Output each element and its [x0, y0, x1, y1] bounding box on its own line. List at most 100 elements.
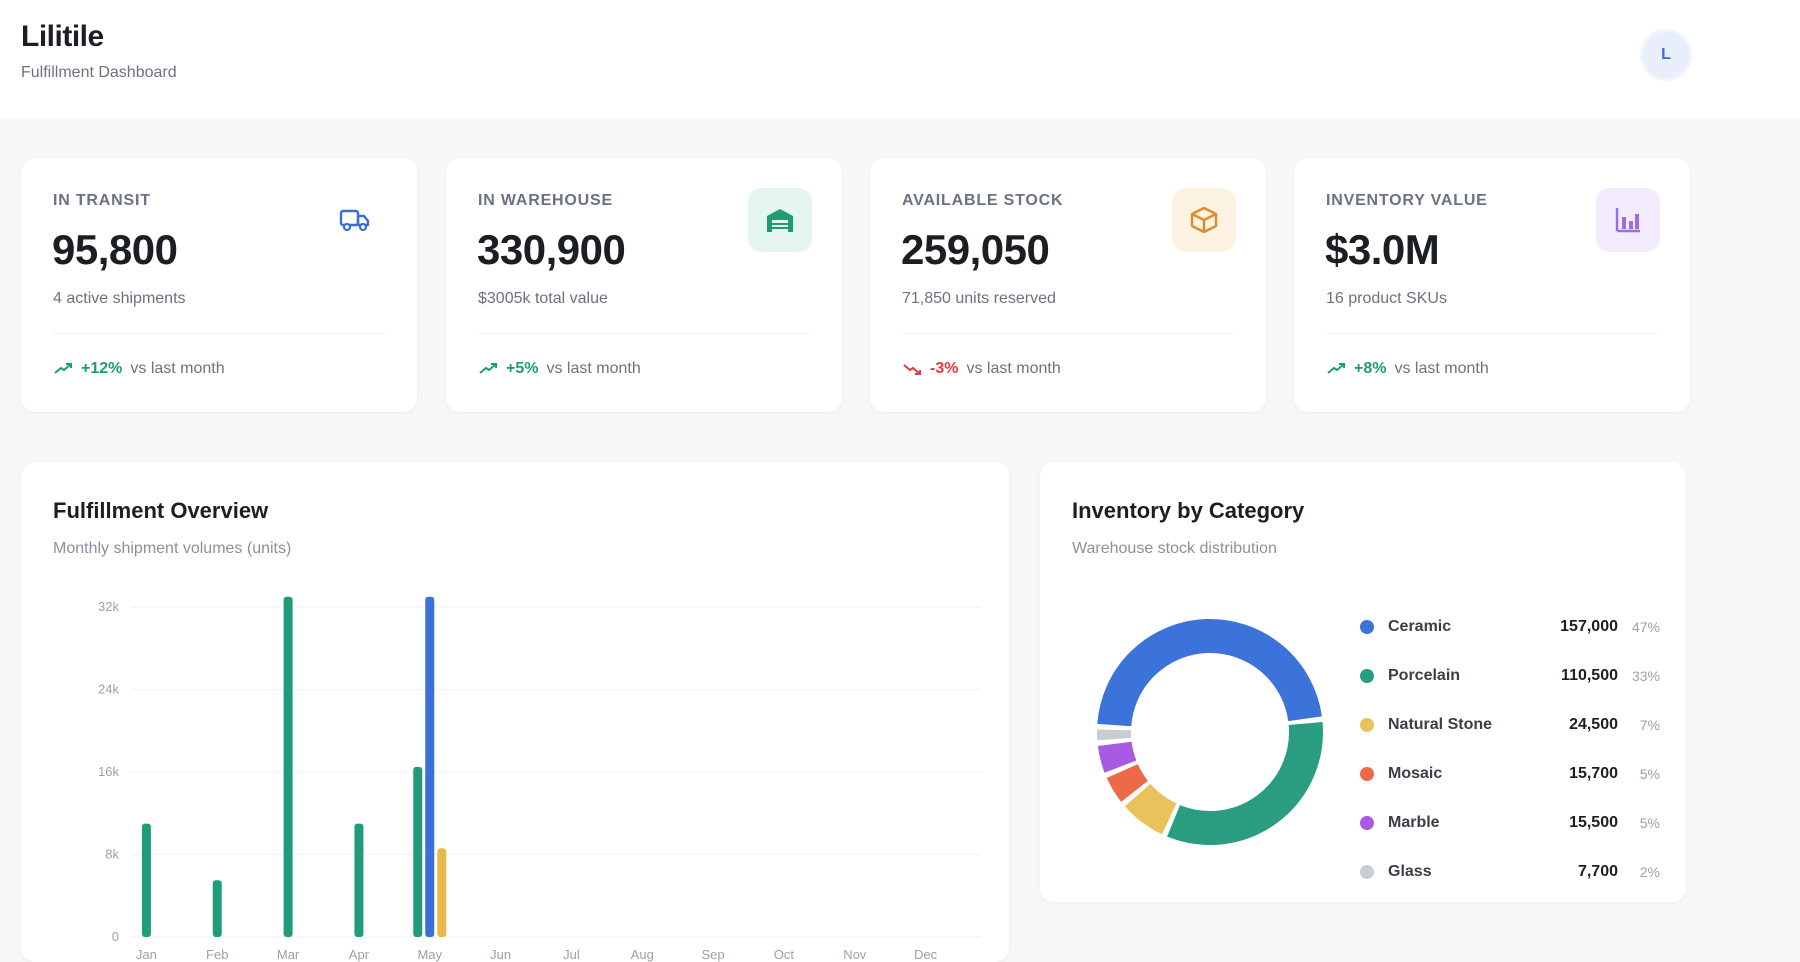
legend-value: 157,000 — [1560, 617, 1618, 635]
stat-card-in-warehouse: IN WAREHOUSE 330,900 $3005k total value … — [446, 158, 842, 412]
y-tick-label: 32k — [98, 599, 119, 614]
top-bar: Lilitile Fulfillment Dashboard L — [0, 0, 1800, 118]
brand-subtitle: Fulfillment Dashboard — [21, 64, 177, 81]
inventory-by-category-card: Inventory by Category Warehouse stock di… — [1040, 462, 1686, 902]
donut-slice[interactable] — [1097, 741, 1137, 773]
x-tick-label: Nov — [843, 947, 867, 962]
legend-percent: 47% — [1631, 618, 1660, 635]
stat-divider — [478, 333, 810, 334]
y-tick-label: 16k — [98, 764, 119, 779]
bar[interactable] — [437, 848, 447, 937]
stat-trend: -3% vs last month — [902, 360, 1061, 378]
bar[interactable] — [425, 596, 435, 937]
legend-percent: 7% — [1639, 716, 1660, 733]
legend-item[interactable]: Mosaic 15,700 5% — [1360, 749, 1660, 798]
x-tick-label: Mar — [277, 947, 300, 962]
stat-divider — [902, 333, 1234, 334]
legend-label: Glass — [1388, 862, 1432, 880]
stat-value: 259,050 — [901, 226, 1050, 273]
inventory-legend: Ceramic 157,000 47% Porcelain 110,500 33% Natu… — [1360, 602, 1660, 896]
legend-percent: 5% — [1639, 814, 1660, 831]
stat-label: IN TRANSIT — [53, 192, 151, 209]
trend-percent: +12% — [81, 360, 123, 377]
legend-item[interactable]: Porcelain 110,500 33% — [1360, 651, 1660, 700]
bar-chart-icon — [1596, 188, 1660, 252]
x-tick-label: Jan — [136, 947, 157, 962]
warehouse-icon — [748, 188, 812, 252]
bar[interactable] — [141, 823, 151, 937]
legend-swatch — [1360, 864, 1374, 879]
legend-item[interactable]: Natural Stone 24,500 7% — [1360, 700, 1660, 749]
truck-icon — [323, 188, 387, 252]
card-subtitle: Warehouse stock distribution — [1072, 540, 1277, 557]
x-tick-label: May — [417, 947, 442, 962]
inventory-donut-chart — [1097, 619, 1323, 845]
brand-name: Lilitile — [21, 20, 104, 53]
legend-label: Ceramic — [1388, 617, 1452, 635]
legend-item[interactable]: Ceramic 157,000 47% — [1360, 602, 1660, 651]
bar[interactable] — [354, 823, 364, 937]
legend-value: 15,700 — [1569, 764, 1618, 782]
y-tick-label: 0 — [112, 929, 119, 944]
donut-slice[interactable] — [1106, 763, 1149, 802]
stat-value: $3.0M — [1325, 226, 1440, 273]
stat-label: INVENTORY VALUE — [1326, 192, 1488, 209]
legend-value: 7,700 — [1577, 862, 1618, 880]
legend-label: Marble — [1388, 813, 1440, 831]
legend-swatch — [1360, 766, 1374, 781]
stat-label: AVAILABLE STOCK — [902, 192, 1064, 209]
legend-percent: 5% — [1639, 765, 1660, 782]
trend-suffix: vs last month — [130, 360, 225, 377]
trend-suffix: vs last month — [1394, 360, 1489, 377]
stat-trend: +5% vs last month — [478, 360, 641, 378]
x-tick-label: Dec — [914, 947, 938, 962]
x-tick-label: Jun — [490, 947, 511, 962]
x-tick-label: Apr — [349, 947, 370, 962]
donut-slice[interactable] — [1167, 722, 1323, 845]
trend-up-icon — [479, 363, 497, 374]
stat-value: 330,900 — [477, 226, 626, 273]
card-title: Inventory by Category — [1072, 498, 1305, 523]
card-subtitle: Monthly shipment volumes (units) — [53, 540, 292, 557]
stat-trend: +12% vs last month — [53, 360, 225, 378]
legend-item[interactable]: Marble 15,500 5% — [1360, 798, 1660, 847]
legend-swatch — [1360, 717, 1374, 732]
bar[interactable] — [413, 766, 423, 937]
trend-down-icon — [903, 364, 921, 375]
stat-card-inventory-value: INVENTORY VALUE $3.0M 16 product SKUs +8… — [1294, 158, 1690, 412]
stat-subtext: $3005k total value — [478, 290, 608, 307]
legend-value: 15,500 — [1569, 813, 1618, 831]
legend-label: Natural Stone — [1388, 715, 1493, 733]
trend-percent: +5% — [506, 360, 539, 377]
trend-percent: +8% — [1354, 360, 1387, 377]
stat-subtext: 4 active shipments — [53, 290, 186, 307]
stat-label: IN WAREHOUSE — [478, 192, 613, 209]
legend-label: Porcelain — [1388, 666, 1461, 684]
legend-percent: 33% — [1631, 667, 1660, 684]
legend-swatch — [1360, 815, 1374, 830]
x-tick-label: Jul — [563, 947, 580, 962]
x-tick-label: Sep — [702, 947, 725, 962]
y-tick-label: 8k — [105, 847, 119, 862]
stat-value: 95,800 — [52, 226, 178, 273]
stat-subtext: 71,850 units reserved — [902, 290, 1056, 307]
brand: Lilitile Fulfillment Dashboard — [21, 20, 177, 82]
stat-subtext: 16 product SKUs — [1326, 290, 1447, 307]
legend-item[interactable]: Glass 7,700 2% — [1360, 847, 1660, 896]
card-title: Fulfillment Overview — [53, 498, 269, 523]
legend-swatch — [1360, 668, 1374, 683]
donut-slice[interactable] — [1097, 619, 1322, 727]
donut-slice[interactable] — [1124, 783, 1178, 835]
avatar[interactable]: L — [1643, 32, 1689, 78]
x-tick-label: Feb — [206, 947, 228, 962]
box-icon — [1172, 188, 1236, 252]
bar[interactable] — [212, 880, 222, 937]
legend-label: Mosaic — [1388, 764, 1443, 782]
stat-card-in-transit: IN TRANSIT 95,800 4 active shipments +12… — [21, 158, 417, 412]
fulfillment-overview-card: Fulfillment Overview Monthly shipment vo… — [21, 462, 1009, 962]
legend-swatch — [1360, 619, 1374, 634]
x-tick-label: Oct — [774, 947, 795, 962]
trend-suffix: vs last month — [546, 360, 641, 377]
bar[interactable] — [283, 596, 293, 937]
legend-value: 24,500 — [1569, 715, 1618, 733]
